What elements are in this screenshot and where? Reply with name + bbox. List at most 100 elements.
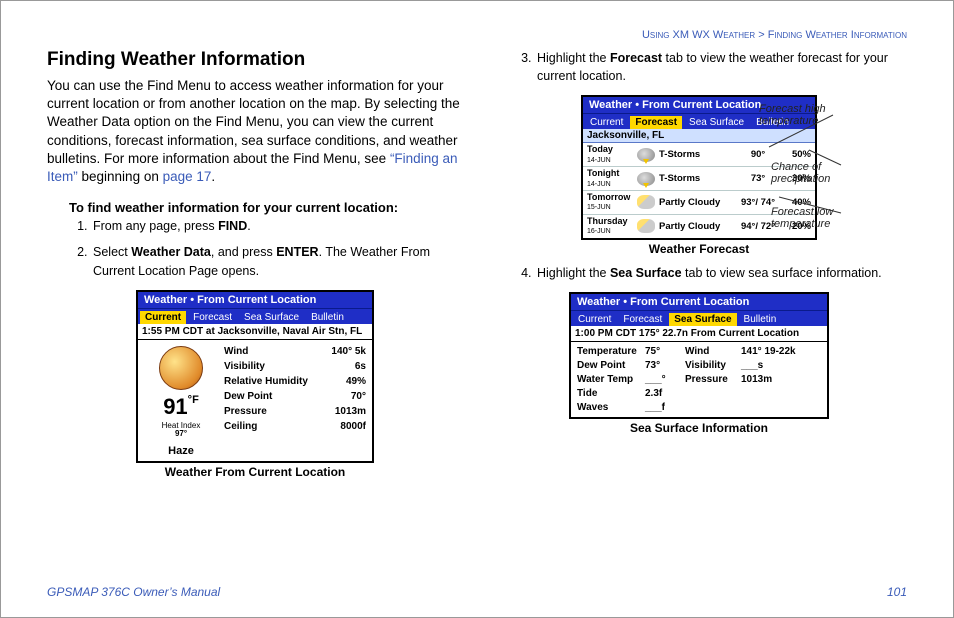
forecast-day: Today <box>587 144 613 154</box>
current-temp: 91 <box>163 394 187 419</box>
storm-icon <box>637 172 655 186</box>
wind-value: 140° 5k <box>331 344 366 359</box>
panel-weather-current: Weather • From Current Location Current … <box>136 290 374 464</box>
ss-dew-value: 73° <box>645 360 685 371</box>
steps-list-2: Highlight the Forecast tab to view the w… <box>535 49 907 85</box>
breadcrumb-sep: > <box>758 29 764 41</box>
callout-low-temp: Forecast low temperature <box>771 206 881 230</box>
forecast-temp: 90° <box>735 149 781 160</box>
intro-paragraph: You can use the Find Menu to access weat… <box>47 77 463 186</box>
wind-label: Wind <box>224 344 248 359</box>
steps-list-3: Highlight the Sea Surface tab to view se… <box>535 264 907 282</box>
step-3: Highlight the Forecast tab to view the w… <box>535 49 907 85</box>
ss-dew-label: Dew Point <box>577 360 645 371</box>
visibility-value: 6s <box>355 359 366 374</box>
panel-sea-surface: Weather • From Current Location Current … <box>569 292 829 419</box>
forecast-date: 14-JUN <box>587 157 611 164</box>
tab-bulletin[interactable]: Bulletin <box>306 311 349 324</box>
tab-sea-surface[interactable]: Sea Surface <box>684 116 749 129</box>
breadcrumb: Using XM WX Weather > Finding Weather In… <box>47 29 907 41</box>
ceiling-label: Ceiling <box>224 419 257 434</box>
footer-page-number: 101 <box>887 585 907 599</box>
forecast-chance: 50% <box>781 149 811 160</box>
tab-forecast[interactable]: Forecast <box>618 313 667 326</box>
sea-surface-grid: Temperature75°Wind141° 19-22k Dew Point7… <box>571 342 827 417</box>
figure-caption-2: Weather Forecast <box>491 242 907 256</box>
forecast-day: Tonight <box>587 168 619 178</box>
ss-tide-label: Tide <box>577 388 645 399</box>
pressure-value: 1013m <box>335 404 366 419</box>
forecast-day: Tomorrow <box>587 192 630 202</box>
heat-index-value: 97° <box>175 429 187 438</box>
ss-wtemp-value: ___° <box>645 374 685 385</box>
manual-page: Using XM WX Weather > Finding Weather In… <box>0 0 954 618</box>
figure-current: Weather • From Current Location Current … <box>47 290 463 480</box>
intro-text-3: . <box>211 169 215 184</box>
panel-title: Weather • From Current Location <box>571 294 827 310</box>
left-column: Finding Weather Information You can use … <box>47 49 463 485</box>
step-2: Select Weather Data, and press ENTER. Th… <box>91 243 463 279</box>
forecast-location: Jacksonville, FL <box>583 129 815 143</box>
tab-forecast[interactable]: Forecast <box>188 311 237 324</box>
page-title: Finding Weather Information <box>47 49 463 71</box>
ss-tide-value: 2.3f <box>645 388 685 399</box>
status-bar: 1:55 PM CDT at Jacksonville, Naval Air S… <box>138 324 372 340</box>
panel-tabs: Current Forecast Sea Surface Bulletin <box>138 308 372 324</box>
figure-caption-1: Weather From Current Location <box>47 465 463 479</box>
tab-sea-surface[interactable]: Sea Surface <box>669 313 736 326</box>
ceiling-value: 8000f <box>340 419 366 434</box>
panel-title: Weather • From Current Location <box>138 292 372 308</box>
step-1: From any page, press FIND. <box>91 217 463 235</box>
forecast-cond: T-Storms <box>659 173 735 184</box>
breadcrumb-page: Finding Weather Information <box>768 29 907 41</box>
steps-list: From any page, press FIND. Select Weathe… <box>91 217 463 279</box>
temp-unit: °F <box>188 394 199 406</box>
ss-pres-label: Pressure <box>685 374 741 385</box>
partly-cloudy-icon <box>637 219 655 233</box>
figure-sea-surface: Weather • From Current Location Current … <box>491 292 907 435</box>
forecast-cond: T-Storms <box>659 149 735 160</box>
ss-wave-value: ___f <box>645 402 685 413</box>
page-footer: GPSMAP 376C Owner’s Manual 101 <box>47 585 907 599</box>
tab-bulletin[interactable]: Bulletin <box>739 313 782 326</box>
heat-index-label: Heat Index <box>162 421 201 430</box>
condition-text: Haze <box>140 445 222 457</box>
step-4: Highlight the Sea Surface tab to view se… <box>535 264 907 282</box>
tab-current[interactable]: Current <box>573 313 616 326</box>
breadcrumb-section: Using XM WX Weather <box>642 29 755 41</box>
procedure-heading: To find weather information for your cur… <box>69 200 463 215</box>
footer-manual-title: GPSMAP 376C Owner’s Manual <box>47 585 220 599</box>
tab-sea-surface[interactable]: Sea Surface <box>239 311 304 324</box>
ss-temp-value: 75° <box>645 346 685 357</box>
tab-current[interactable]: Current <box>585 116 628 129</box>
ss-vis-label: Visibility <box>685 360 741 371</box>
callout-high-temp: Forecast high temperature <box>759 103 869 127</box>
forecast-day: Thursday <box>587 216 628 226</box>
ss-temp-label: Temperature <box>577 346 645 357</box>
current-details: Wind 140° 5k Visibility 6s Relative Humidi… <box>224 340 372 462</box>
status-bar: 1:00 PM CDT 175° 22.7n From Current Loca… <box>571 326 827 342</box>
figure-caption-3: Sea Surface Information <box>491 421 907 435</box>
humidity-label: Relative Humidity <box>224 374 308 389</box>
partly-cloudy-icon <box>637 195 655 209</box>
forecast-date: 14-JUN <box>587 181 611 188</box>
tab-forecast[interactable]: Forecast <box>630 116 682 129</box>
haze-icon <box>159 346 203 390</box>
ss-wind-value: 141° 19-22k <box>741 346 821 357</box>
ss-vis-value: ___s <box>741 360 821 371</box>
forecast-cond: Partly Cloudy <box>659 197 735 208</box>
callout-precip: Chance of precipitation <box>771 161 881 185</box>
storm-icon <box>637 148 655 162</box>
humidity-value: 49% <box>346 374 366 389</box>
pressure-label: Pressure <box>224 404 267 419</box>
dewpoint-value: 70° <box>351 389 366 404</box>
ss-wtemp-label: Water Temp <box>577 374 645 385</box>
visibility-label: Visibility <box>224 359 265 374</box>
tab-current[interactable]: Current <box>140 311 186 324</box>
forecast-cond: Partly Cloudy <box>659 221 735 232</box>
forecast-date: 16-JUN <box>587 228 611 235</box>
link-page-17[interactable]: page 17 <box>163 169 212 184</box>
forecast-date: 15-JUN <box>587 204 611 211</box>
intro-text-2: beginning on <box>78 169 163 184</box>
current-summary: 91°F Heat Index97° Haze <box>138 340 224 462</box>
